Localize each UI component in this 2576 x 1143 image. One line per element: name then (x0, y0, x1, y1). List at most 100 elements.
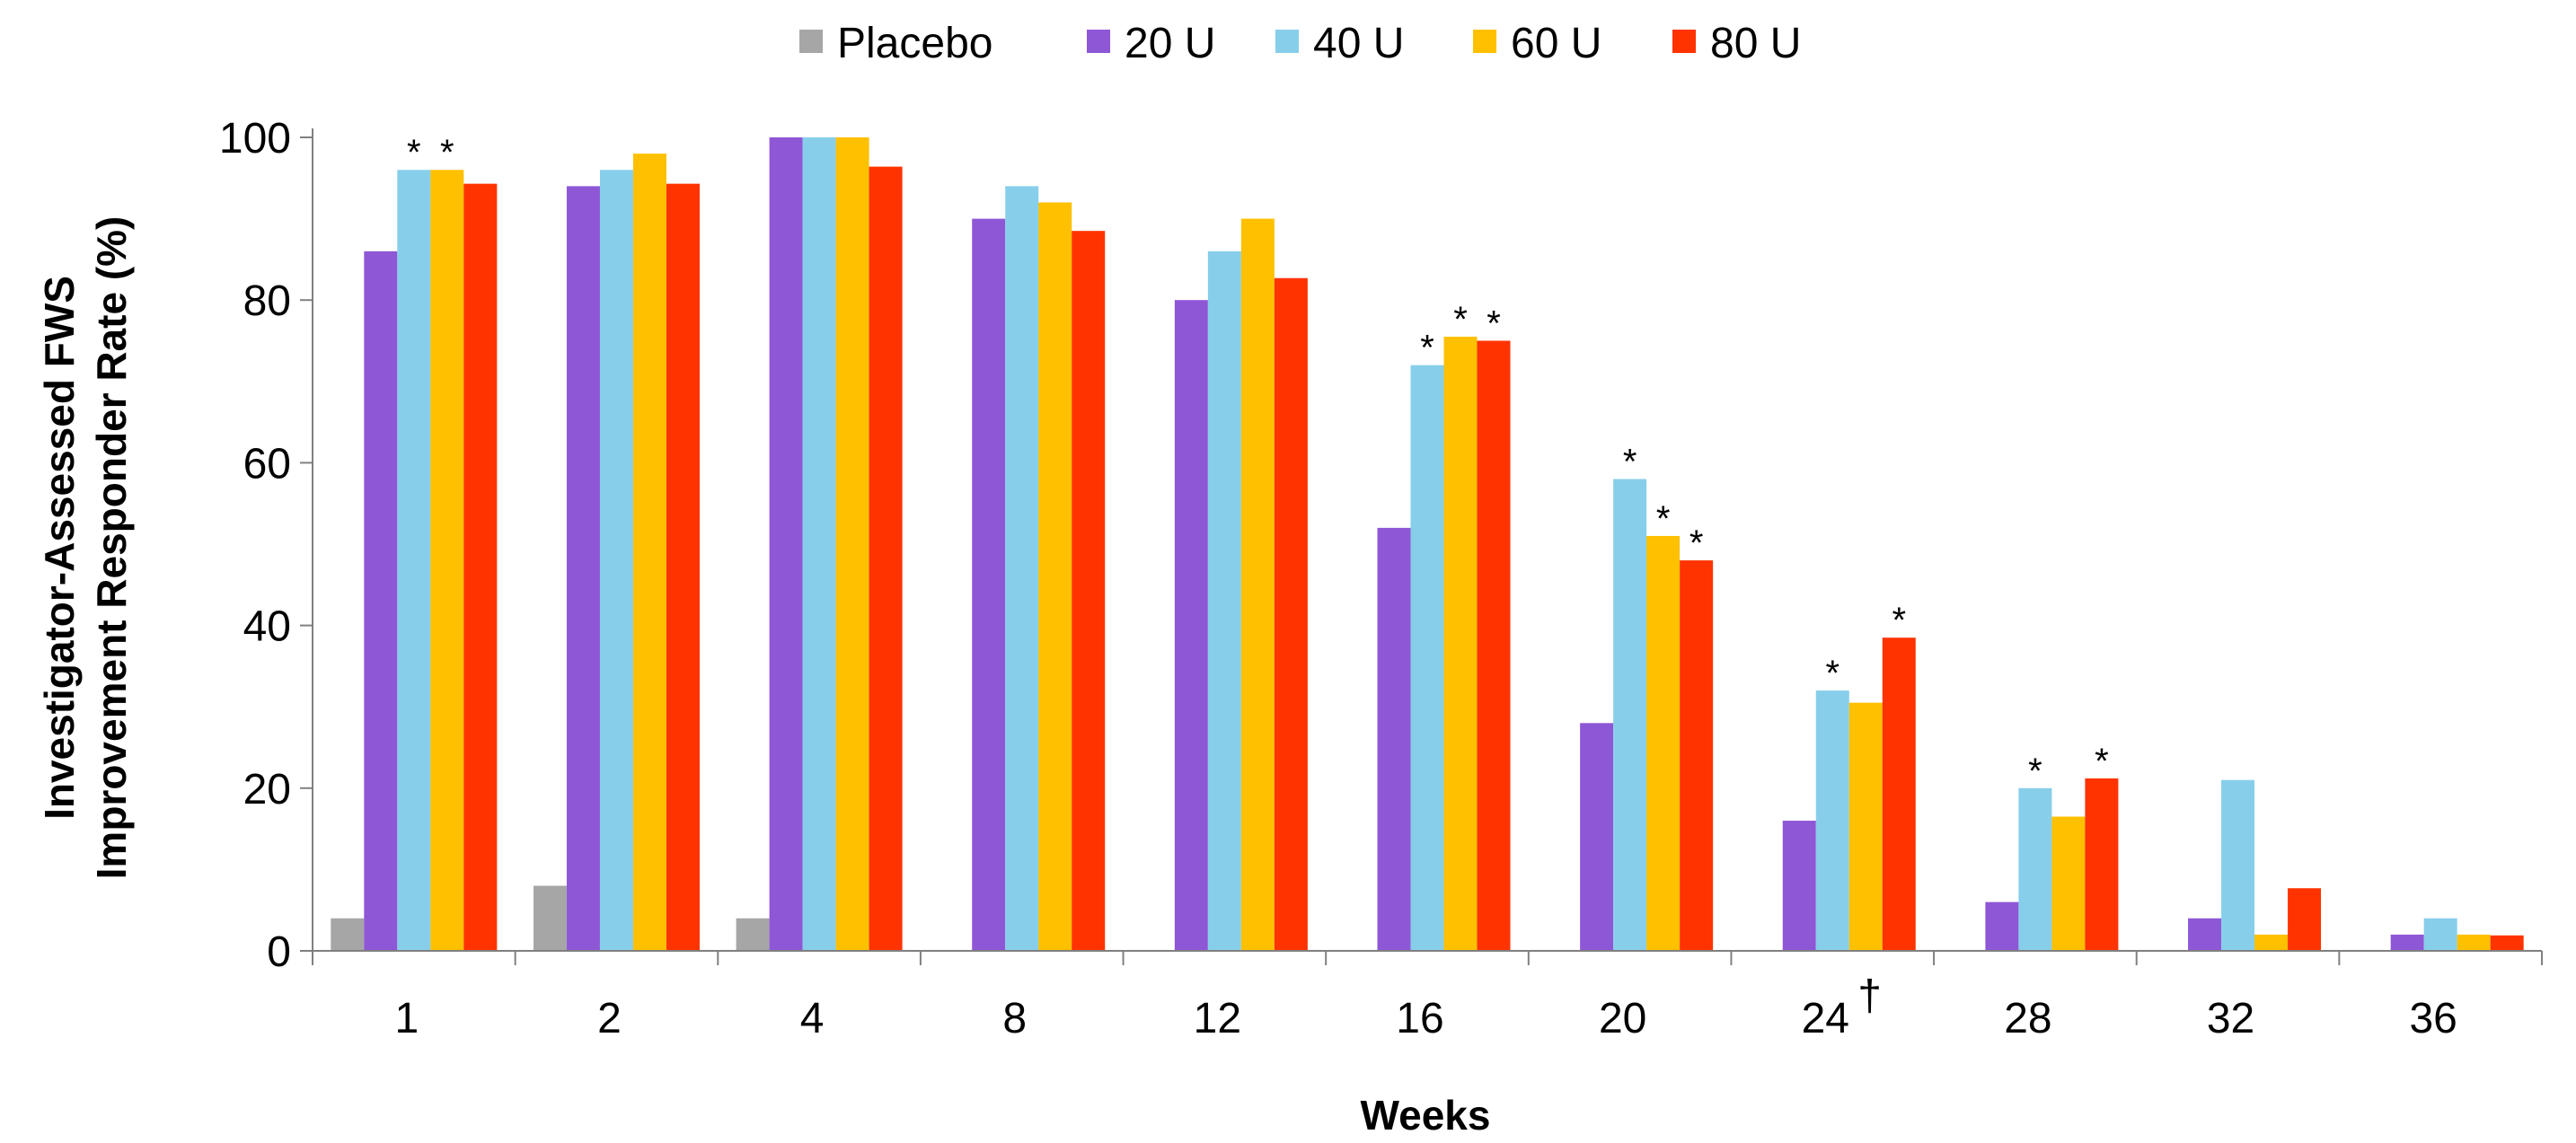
bar-40u-week-1 (397, 170, 431, 952)
bar-80u-week-16 (1477, 340, 1511, 951)
bar-80u-week-8 (1072, 231, 1106, 951)
bar-20u-week-12 (1174, 300, 1208, 951)
x-tick-label: 32 (2207, 995, 2254, 1042)
x-tick-label: 8 (1002, 995, 1027, 1042)
bar-80u-week-2 (666, 183, 700, 952)
legend-item-20u: 20 U (1087, 20, 1215, 67)
bar-80u-week-32 (2288, 888, 2322, 951)
bar-20u-week-20 (1580, 723, 1614, 951)
significance-star: * (2028, 752, 2042, 791)
bar-40u-week-32 (2221, 779, 2255, 951)
significance-star: * (1623, 443, 1637, 482)
bar-20u-week-1 (364, 251, 398, 952)
y-axis-title: Investigator-Assessed FWS Improvement Re… (36, 216, 135, 880)
bar-80u-week-28 (2085, 778, 2119, 951)
bar-80u-week-24 (1882, 637, 1916, 951)
significance-star: * (1689, 523, 1704, 563)
legend-label: 60 U (1511, 20, 1601, 67)
legend-label: 20 U (1125, 20, 1215, 67)
significance-star: * (1656, 499, 1671, 539)
bar-placebo-week-4 (736, 918, 770, 951)
significance-star: * (1825, 654, 1839, 693)
legend-item-60u: 60 U (1473, 20, 1601, 67)
significance-star: * (1892, 601, 1906, 640)
significance-star: * (1420, 329, 1434, 368)
significance-star: * (1486, 304, 1501, 344)
bar-60u-week-24 (1848, 702, 1883, 951)
x-axis-title: Weeks (1361, 1092, 1491, 1139)
x-tick-label: 16 (1396, 995, 1443, 1042)
bar-60u-week-20 (1646, 535, 1681, 951)
legend-swatch (1473, 30, 1496, 53)
x-tick-label: 36 (2409, 995, 2457, 1042)
x-tick-label: 28 (2004, 995, 2051, 1042)
significance-star: * (440, 133, 454, 172)
y-tick-label: 80 (243, 277, 291, 325)
y-tick-label: 20 (243, 766, 291, 813)
legend-swatch (1275, 30, 1299, 53)
bar-60u-week-1 (430, 170, 464, 952)
bar-20u-week-8 (972, 218, 1006, 952)
bar-20u-week-28 (1985, 901, 2019, 951)
bars: * * * * * * * * * * * * (331, 133, 2524, 952)
bar-placebo-week-1 (331, 918, 365, 951)
bar-40u-week-2 (599, 170, 633, 952)
y-tick-label: 100 (219, 115, 291, 163)
bar-60u-week-36 (2457, 934, 2491, 951)
x-tick-label: 20 (1599, 995, 1646, 1042)
bar-80u-week-36 (2490, 935, 2524, 951)
legend-label: Placebo (837, 20, 992, 67)
bar-80u-week-20 (1680, 560, 1714, 951)
bar-40u-week-36 (2423, 918, 2457, 951)
bar-20u-week-16 (1377, 527, 1411, 951)
bar-20u-week-4 (769, 137, 803, 951)
y-tick-label: 40 (243, 603, 291, 651)
x-axis-labels: 1 2 4 8 12 16 20 24 † 28 32 36 (394, 972, 2457, 1042)
legend-item-40u: 40 U (1275, 20, 1404, 67)
significance-star: * (1453, 300, 1468, 339)
y-axis-title-line-1: Investigator-Assessed FWS (36, 276, 83, 820)
y-axis: 0 20 40 60 80 100 (219, 115, 313, 976)
x-tick-label: 1 (394, 995, 419, 1042)
bar-20u-week-32 (2188, 918, 2222, 951)
significance-star: * (2095, 742, 2109, 781)
bar-40u-week-12 (1207, 251, 1241, 952)
bar-20u-week-2 (566, 186, 600, 952)
bar-60u-week-32 (2254, 934, 2289, 951)
bar-placebo-week-2 (533, 885, 567, 951)
bar-80u-week-4 (869, 166, 903, 952)
bar-40u-week-4 (802, 137, 836, 951)
legend-item-80u: 80 U (1672, 20, 1801, 67)
bar-80u-week-1 (463, 183, 498, 952)
bar-80u-week-12 (1274, 277, 1308, 951)
legend-label: 80 U (1710, 20, 1801, 67)
dagger-mark: † (1857, 972, 1882, 1020)
x-tick-label: 2 (597, 995, 622, 1042)
legend-label: 40 U (1313, 20, 1404, 67)
bar-60u-week-2 (632, 154, 666, 951)
bar-20u-week-36 (2390, 934, 2424, 951)
legend-swatch (1087, 30, 1110, 53)
bar-60u-week-12 (1240, 218, 1275, 952)
bar-40u-week-20 (1613, 479, 1647, 951)
y-tick-label: 60 (243, 440, 291, 488)
bar-60u-week-4 (835, 137, 869, 951)
bar-40u-week-28 (2018, 787, 2052, 951)
legend-swatch (1672, 30, 1696, 53)
legend-swatch (799, 30, 823, 53)
legend: Placebo 20 U 40 U 60 U 80 U (799, 20, 1801, 67)
bar-60u-week-8 (1038, 202, 1072, 952)
y-axis-title-line-2: Improvement Responder Rate (%) (88, 216, 135, 880)
x-tick-label: 12 (1194, 995, 1241, 1042)
x-tick-label: 4 (800, 995, 825, 1042)
x-tick-label: 24 (1802, 995, 1849, 1042)
bar-40u-week-8 (1005, 186, 1039, 952)
bar-60u-week-16 (1443, 336, 1478, 952)
bar-40u-week-24 (1815, 690, 1849, 951)
legend-item-placebo: Placebo (799, 20, 992, 67)
y-tick-label: 0 (267, 928, 291, 976)
axes (312, 128, 2543, 965)
bar-40u-week-16 (1410, 365, 1444, 951)
bar-20u-week-24 (1782, 821, 1816, 951)
